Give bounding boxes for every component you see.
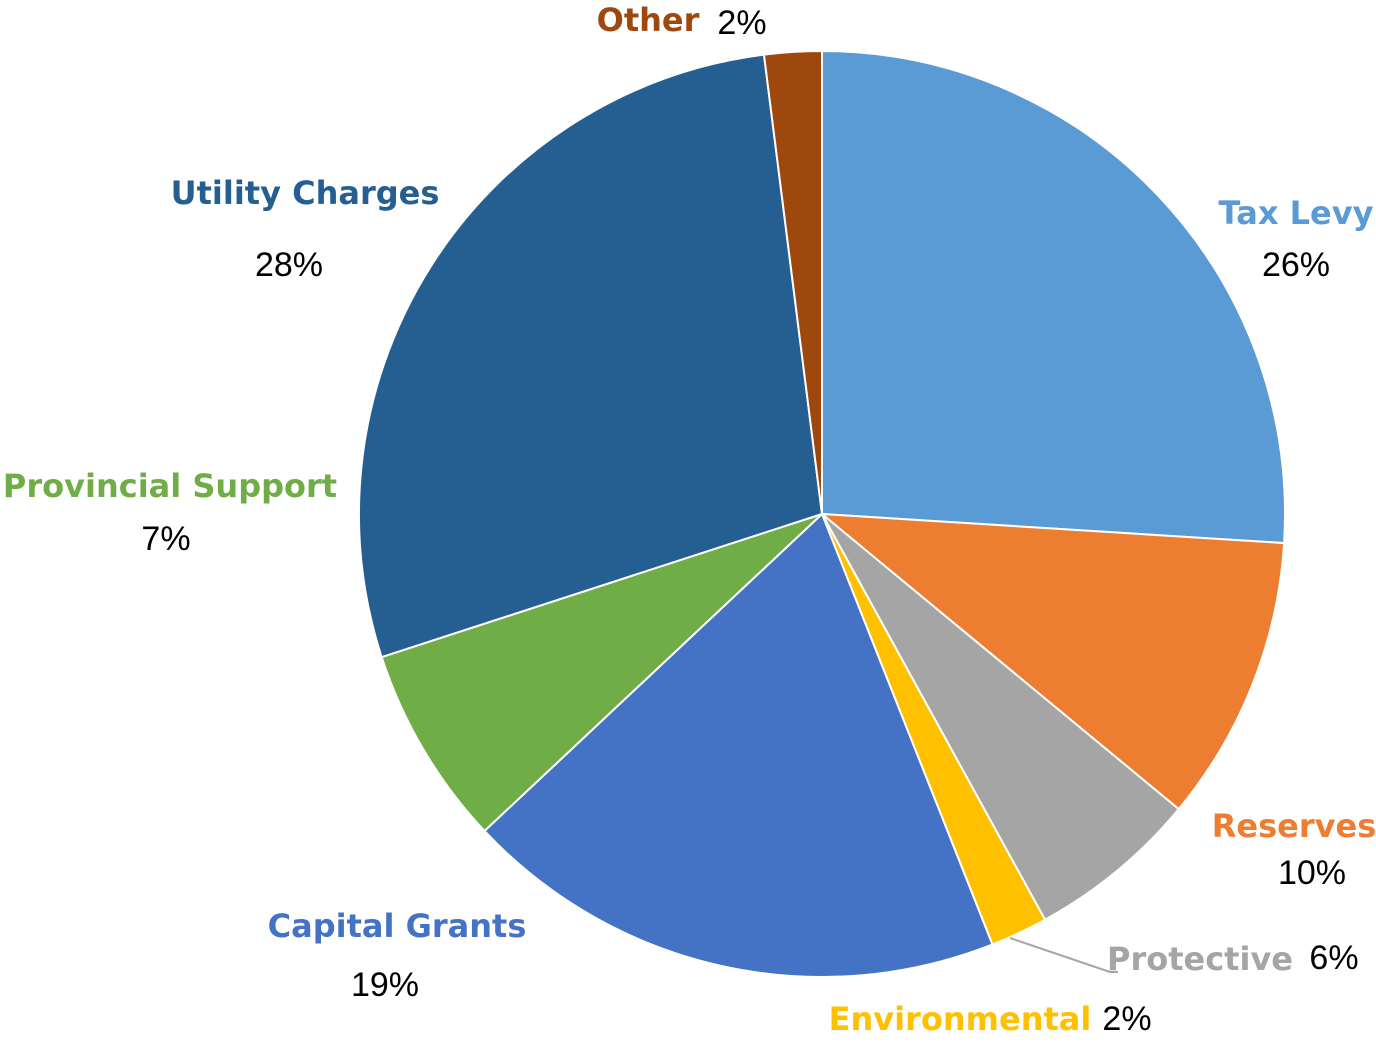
- slice: [821, 49, 1286, 545]
- slice: [380, 513, 823, 833]
- slice-name: Capital Grants: [268, 907, 527, 945]
- leader-line: [1009, 937, 1118, 973]
- slice: [818, 512, 1286, 811]
- slice-value-label: 26%: [1262, 246, 1330, 284]
- slice-name: Provincial Support: [3, 467, 337, 505]
- slice-name: Tax Levy: [1219, 194, 1374, 232]
- slice: [483, 512, 994, 978]
- slice-value-label: 2%: [1102, 1000, 1151, 1038]
- slice: [762, 49, 823, 515]
- slices: [358, 49, 1286, 978]
- slice-value-label: 10%: [1278, 854, 1346, 892]
- slice-name: Protective: [1107, 940, 1293, 978]
- slice: [358, 53, 824, 659]
- slice-name: Other: [597, 1, 700, 39]
- slice-name: Utility Charges: [171, 174, 440, 212]
- slice-value-label: 19%: [351, 966, 419, 1004]
- labels: Tax Levy 26% Reserves 10% Protective 6% Enviro…: [3, 1, 1376, 1038]
- slice-value-label: 28%: [255, 246, 323, 284]
- slice-value-label: 7%: [141, 520, 190, 558]
- slice-name: Reserves: [1212, 807, 1376, 845]
- slice: [821, 513, 1181, 922]
- slice-value-label: 6%: [1309, 939, 1358, 977]
- slice-name: Environmental: [829, 1000, 1092, 1038]
- slice-value-label: 2%: [717, 4, 766, 42]
